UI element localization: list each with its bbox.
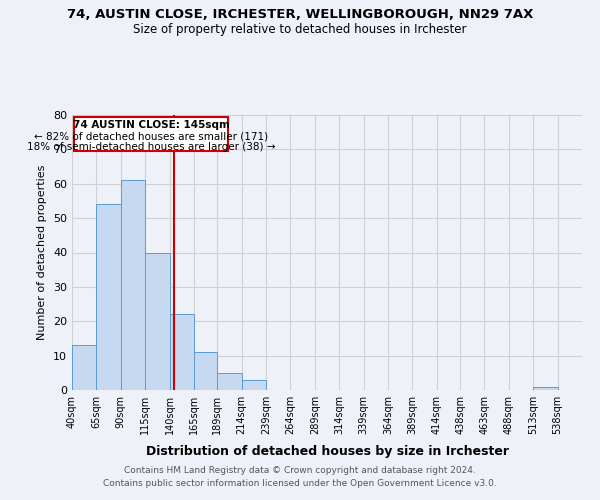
Bar — [194, 352, 217, 390]
Bar — [217, 373, 242, 390]
Text: 74 AUSTIN CLOSE: 145sqm: 74 AUSTIN CLOSE: 145sqm — [73, 120, 229, 130]
Bar — [533, 386, 557, 390]
Text: 74, AUSTIN CLOSE, IRCHESTER, WELLINGBOROUGH, NN29 7AX: 74, AUSTIN CLOSE, IRCHESTER, WELLINGBORO… — [67, 8, 533, 20]
FancyBboxPatch shape — [74, 116, 228, 151]
Bar — [145, 252, 170, 390]
Text: Distribution of detached houses by size in Irchester: Distribution of detached houses by size … — [146, 444, 509, 458]
Bar — [121, 180, 145, 390]
Bar — [170, 314, 194, 390]
Text: Contains HM Land Registry data © Crown copyright and database right 2024.
Contai: Contains HM Land Registry data © Crown c… — [103, 466, 497, 487]
Y-axis label: Number of detached properties: Number of detached properties — [37, 165, 47, 340]
Bar — [97, 204, 121, 390]
Bar — [72, 346, 97, 390]
Bar — [242, 380, 266, 390]
Text: ← 82% of detached houses are smaller (171): ← 82% of detached houses are smaller (17… — [34, 131, 268, 141]
Text: 18% of semi-detached houses are larger (38) →: 18% of semi-detached houses are larger (… — [27, 142, 275, 152]
Text: Size of property relative to detached houses in Irchester: Size of property relative to detached ho… — [133, 22, 467, 36]
